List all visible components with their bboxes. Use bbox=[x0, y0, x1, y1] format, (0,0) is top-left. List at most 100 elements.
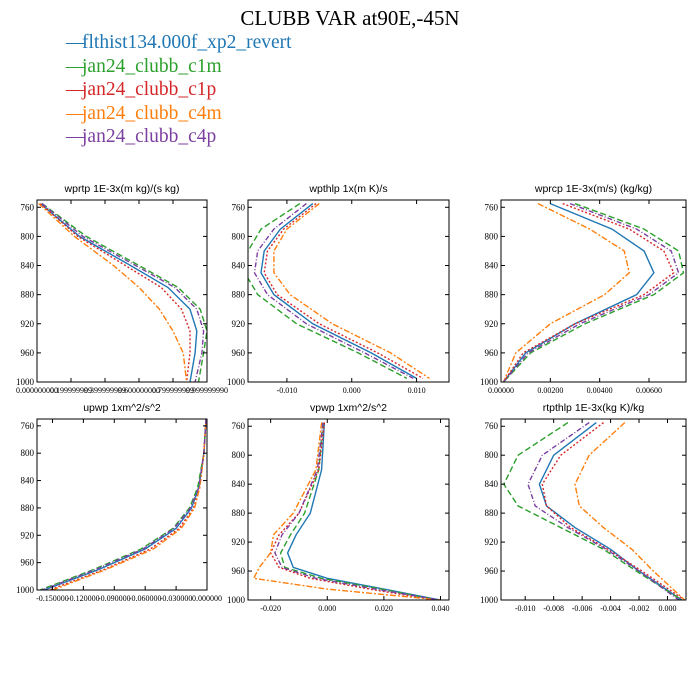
x-tick-label: 0.000 bbox=[343, 386, 361, 395]
series-line bbox=[502, 202, 680, 382]
legend-entry: —jan24_clubb_c1m bbox=[66, 55, 292, 79]
legend-swatch: — bbox=[66, 55, 86, 77]
series-line bbox=[41, 419, 207, 590]
series-line bbox=[502, 422, 683, 600]
y-tick-label: 800 bbox=[21, 448, 35, 458]
legend-label: jan24_clubb_c1m bbox=[82, 55, 222, 77]
series-line bbox=[541, 422, 685, 600]
y-tick-label: 760 bbox=[21, 202, 35, 212]
series-line bbox=[274, 422, 440, 600]
panel-title: wpthlp 1x(m K)/s bbox=[308, 183, 387, 195]
y-tick-label: 960 bbox=[232, 348, 246, 358]
y-tick-label: 920 bbox=[21, 530, 35, 540]
series-line bbox=[502, 202, 675, 382]
series-line bbox=[38, 203, 188, 382]
x-tick-label: -0.150000 bbox=[36, 594, 69, 603]
x-tick-label: 0.000000 bbox=[192, 594, 222, 603]
y-tick-label: 840 bbox=[485, 261, 499, 271]
plot-frame bbox=[500, 418, 687, 601]
y-tick-label: 840 bbox=[232, 261, 246, 271]
series-line bbox=[260, 203, 417, 380]
y-tick-label: 1000 bbox=[227, 377, 246, 387]
y-tick-label: 760 bbox=[232, 421, 246, 431]
x-tick-label: -0.020 bbox=[260, 604, 281, 613]
legend-label: jan24_clubb_c4p bbox=[82, 126, 217, 147]
plot-frame bbox=[36, 199, 208, 383]
plot-frame bbox=[500, 199, 687, 383]
x-tick-label: -0.030000 bbox=[160, 594, 193, 603]
x-tick-label: 0.00600 bbox=[636, 386, 662, 395]
y-tick-label: 760 bbox=[232, 202, 246, 212]
panel-title: rtpthlp 1E-3x(kg K)/kg bbox=[543, 402, 645, 414]
chart-panel: upwp 1xm^2/s^27608008408809209601000-0.1… bbox=[16, 402, 222, 603]
x-tick-label: 0.399999999 bbox=[84, 386, 126, 395]
y-tick-label: 880 bbox=[232, 508, 246, 518]
series-line bbox=[263, 203, 424, 380]
y-tick-label: 920 bbox=[485, 319, 499, 329]
y-tick-label: 1000 bbox=[227, 595, 246, 605]
x-tick-label: 0.00200 bbox=[537, 386, 563, 395]
y-tick-label: 920 bbox=[232, 319, 246, 329]
x-tick-label: 0.040 bbox=[432, 604, 450, 613]
panel-title: wprcp 1E-3x(m/s) (kg/kg) bbox=[534, 183, 652, 195]
legend-swatch: — bbox=[66, 126, 86, 147]
y-tick-label: 760 bbox=[485, 202, 499, 212]
legend-entry: —jan24_clubb_c1p bbox=[66, 78, 292, 102]
x-tick-label: -0.090000 bbox=[98, 594, 131, 603]
x-tick-label: -0.004 bbox=[600, 604, 621, 613]
x-tick-label: 0.010 bbox=[408, 386, 426, 395]
series-line bbox=[574, 422, 686, 600]
series-line bbox=[269, 422, 435, 600]
chart-panel: wpthlp 1x(m K)/s 760 800 840 880 920 960 1000 -0… bbox=[227, 183, 450, 395]
series-line bbox=[286, 422, 441, 600]
series-line bbox=[273, 203, 430, 379]
x-tick-label: 0.000 bbox=[659, 604, 677, 613]
x-tick-label: 0.020 bbox=[375, 604, 393, 613]
y-tick-label: 760 bbox=[485, 421, 499, 431]
y-tick-label: 920 bbox=[232, 537, 246, 547]
legend-entry: —flthist134.000f_xp2_revert bbox=[66, 31, 292, 55]
y-tick-label: 880 bbox=[232, 290, 246, 300]
legend: —flthist134.000f_xp2_revert —jan24_clubb_… bbox=[66, 31, 292, 149]
series-line bbox=[52, 419, 207, 590]
y-tick-label: 960 bbox=[21, 558, 35, 568]
y-tick-label: 840 bbox=[21, 476, 35, 486]
legend-label: jan24_clubb_c4m bbox=[82, 102, 222, 124]
x-tick-label: 0.00400 bbox=[587, 386, 613, 395]
series-line bbox=[41, 203, 205, 382]
x-tick-label: -0.002 bbox=[629, 604, 650, 613]
series-line bbox=[39, 419, 207, 590]
series-line bbox=[39, 203, 198, 382]
y-tick-label: 1000 bbox=[16, 585, 35, 595]
chart-panel: rtpthlp 1E-3x(kg K)/kg 760 800 840 880 920 960… bbox=[480, 402, 687, 613]
series-line bbox=[502, 202, 631, 382]
legend-entry: —jan24_clubb_c4m bbox=[66, 102, 292, 126]
panel-title: vpwp 1xm^2/s^2 bbox=[310, 402, 387, 414]
series-line bbox=[41, 203, 207, 382]
y-tick-label: 880 bbox=[21, 290, 35, 300]
y-tick-label: 880 bbox=[485, 290, 499, 300]
y-tick-label: 760 bbox=[21, 421, 35, 431]
series-line bbox=[248, 203, 408, 380]
x-tick-label: -0.006 bbox=[572, 604, 593, 613]
y-tick-label: 960 bbox=[485, 566, 499, 576]
series-line bbox=[39, 203, 191, 382]
x-tick-label: 0.600000000 bbox=[118, 386, 160, 395]
legend-label: jan24_clubb_c1p bbox=[82, 79, 217, 100]
series-line bbox=[252, 422, 441, 600]
x-tick-label: 0.999999990 bbox=[186, 386, 228, 395]
series-line bbox=[279, 422, 438, 600]
y-tick-label: 880 bbox=[21, 503, 35, 513]
x-tick-label: -0.010 bbox=[277, 386, 298, 395]
x-tick-label: -0.010 bbox=[515, 604, 536, 613]
series-line bbox=[502, 202, 685, 382]
y-tick-label: 1000 bbox=[480, 377, 499, 387]
x-tick-label: 0.000 bbox=[318, 604, 336, 613]
legend-swatch: — bbox=[66, 102, 86, 124]
plot-frame bbox=[247, 418, 450, 601]
y-tick-label: 800 bbox=[21, 231, 35, 241]
y-tick-label: 800 bbox=[485, 450, 499, 460]
y-tick-label: 960 bbox=[485, 348, 499, 358]
legend-label: flthist134.000f_xp2_revert bbox=[82, 32, 292, 53]
